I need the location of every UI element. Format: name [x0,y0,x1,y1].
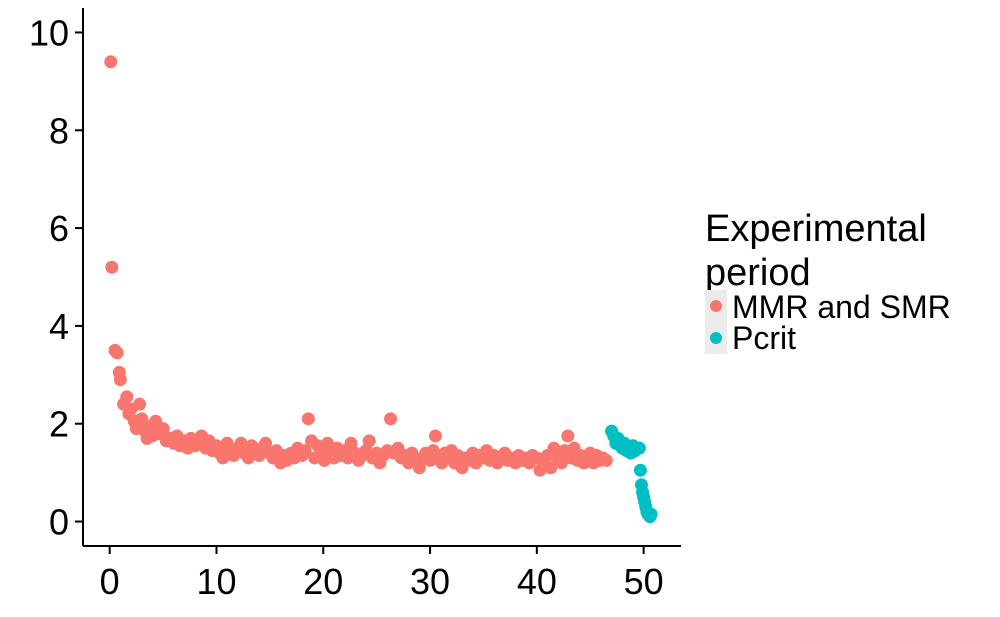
data-point [135,412,149,426]
data-point [412,461,426,475]
data-point [362,434,376,448]
data-point [547,441,561,455]
data-point [113,373,127,387]
data-point [428,429,442,443]
points-layer [104,55,658,524]
y-tick-label: 10 [29,12,69,53]
y-axis-ticks: 0 2 4 6 8 10 [29,12,83,543]
data-point [234,436,248,450]
data-point [110,346,124,360]
legend-label-pcrit: Pcrit [732,320,796,356]
data-point [344,436,358,450]
legend-label-mmr-and-smr: MMR and SMR [732,289,951,325]
series-1 [605,424,658,524]
data-point [632,441,646,455]
data-point [298,444,312,458]
data-point [533,463,547,477]
y-tick-label: 2 [49,404,69,445]
data-point [554,456,568,470]
data-point [633,463,647,477]
data-point [644,507,658,521]
legend-key-mmr-and-smr [710,300,722,312]
x-tick-label: 20 [303,561,343,602]
legend-title-line-2: period [705,252,811,294]
data-point [104,55,118,69]
x-tick-label: 30 [410,561,450,602]
data-point [259,436,273,450]
data-point [301,412,315,426]
x-tick-label: 40 [517,561,557,602]
y-tick-label: 8 [49,110,69,151]
plot-area [104,55,658,524]
data-point [133,397,147,411]
x-tick-label: 50 [624,561,664,602]
data-point [599,453,613,467]
legend-title-line-1: Experimental [705,208,927,250]
data-point [156,422,170,436]
series-0 [104,55,613,477]
legend-key-pcrit [710,332,722,344]
x-tick-label: 10 [196,561,236,602]
y-tick-label: 4 [49,306,69,347]
data-point [105,260,119,274]
x-axis-ticks: 0 10 20 30 40 50 [100,546,664,602]
x-tick-label: 0 [100,561,120,602]
data-point [120,390,134,404]
data-point [384,412,398,426]
y-tick-label: 0 [49,502,69,543]
y-tick-label: 6 [49,208,69,249]
data-point [544,461,558,475]
legend: Experimental period MMR and SMR Pcrit [705,208,951,356]
data-point [561,429,575,443]
